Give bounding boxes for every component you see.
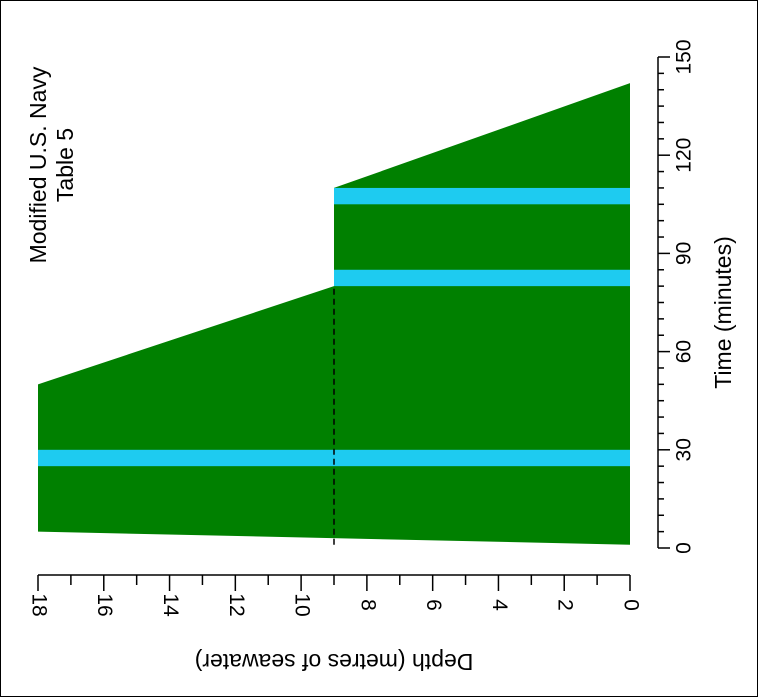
x-tick-label: 16: [93, 593, 116, 616]
y-axis-label: Time (minutes): [710, 236, 736, 389]
y-tick-label: 90: [673, 242, 696, 265]
air-break: [334, 269, 630, 287]
chart-title: Modified U.S. Navy: [25, 66, 51, 263]
chart-title: Table 5: [52, 128, 78, 202]
x-tick-label: 6: [422, 599, 445, 611]
x-tick-label: 4: [488, 599, 511, 611]
y-tick-label: 150: [673, 39, 696, 74]
x-tick-label: 2: [554, 599, 577, 611]
x-tick-label: 10: [291, 593, 314, 616]
x-tick-label: 8: [356, 599, 379, 611]
air-break: [334, 187, 630, 205]
y-tick-label: 120: [673, 138, 696, 173]
air-break: [38, 449, 630, 467]
x-tick-label: 12: [225, 593, 248, 616]
x-tick-label: 0: [619, 599, 642, 611]
y-tick-label: 60: [673, 340, 696, 363]
y-tick-label: 30: [673, 438, 696, 461]
x-tick-label: 14: [159, 593, 182, 617]
x-axis-label: Depth (metres of seawater): [195, 649, 474, 675]
y-tick-label: 0: [673, 542, 696, 554]
x-tick-label: 18: [27, 593, 50, 616]
